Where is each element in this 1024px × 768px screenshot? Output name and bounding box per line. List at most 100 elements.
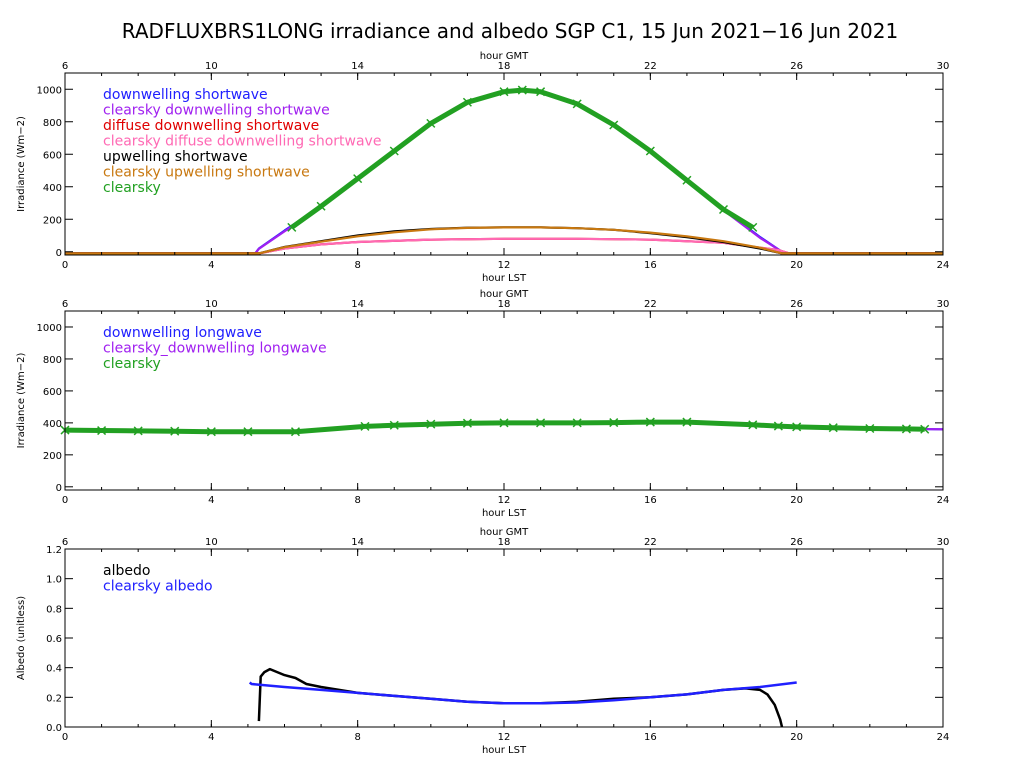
clearsky-point: [920, 424, 930, 434]
y-tick-label: 0.0: [46, 723, 62, 734]
clearsky-point: [682, 175, 692, 185]
x-tick-label: 12: [498, 260, 511, 271]
series-line-0: [257, 667, 784, 728]
x2-tick-label: 14: [351, 299, 364, 310]
clearsky-point: [792, 422, 802, 432]
y-tick-label: 400: [43, 419, 62, 430]
clearsky-point: [499, 418, 509, 428]
x2-tick-label: 14: [351, 537, 364, 548]
clearsky-point: [572, 418, 582, 428]
x-tick-label: 0: [62, 495, 68, 506]
legend-entry: downwelling shortwave: [103, 87, 268, 103]
x2-tick-label: 18: [498, 537, 511, 548]
x-tick-label: 24: [937, 260, 950, 271]
clearsky-point: [499, 87, 509, 97]
y-tick-label: 0.6: [46, 634, 62, 645]
plot-frame: [64, 548, 944, 728]
series-line-6: [290, 87, 755, 230]
clearsky-point: [609, 120, 619, 130]
x-tick-label: 8: [354, 732, 360, 743]
x2-tick-label: 26: [790, 537, 803, 548]
clearsky-point: [426, 419, 436, 429]
legend-entry: clearsky albedo: [103, 579, 213, 595]
y-tick-label: 0: [56, 248, 62, 259]
y-tick-label: 1.2: [46, 545, 62, 556]
x2-tick-label: 10: [205, 537, 218, 548]
y-tick-label: 200: [43, 215, 62, 226]
panel-3: 0 4 8 12 16 20 24 6 10 14 18 22 26 30 0.0 0.2 0.4 0.6 0.8 1…: [16, 527, 949, 756]
panel-1: 0 4 8 12 16 20 24 6 10 14 18 22 26 30 0 200 400 600 800 100…: [16, 51, 949, 284]
y-tick-label: 1000: [37, 323, 62, 334]
x-tick-label: 0: [62, 732, 68, 743]
x2-tick-label: 30: [937, 299, 950, 310]
series-line-5: [65, 226, 943, 255]
legend-entry: clearsky: [103, 356, 161, 372]
x2-tick-label: 30: [937, 61, 950, 72]
x2-tick-label: 26: [790, 299, 803, 310]
clearsky-point: [828, 423, 838, 433]
clearsky-point: [718, 204, 729, 215]
clearsky-point: [360, 421, 370, 431]
x-tick-label: 20: [790, 495, 803, 506]
chart-title: RADFLUXBRS1LONG irradiance and albedo SG…: [122, 19, 898, 43]
x2-tick-label: 10: [205, 299, 218, 310]
x-tick-label: 4: [208, 260, 214, 271]
y-tick-label: 1.0: [46, 575, 62, 586]
x-axis-label: hour LST: [482, 273, 527, 284]
x2-axis-label: hour GMT: [480, 51, 529, 62]
x2-tick-label: 22: [644, 537, 657, 548]
clearsky-point: [290, 427, 301, 437]
clearsky-point: [316, 201, 326, 211]
x-tick-label: 24: [937, 495, 950, 506]
x2-tick-label: 22: [644, 299, 657, 310]
series-line-1: [248, 681, 797, 705]
x2-tick-label: 14: [351, 61, 364, 72]
y-tick-label: 600: [43, 387, 62, 398]
y-axis-label: Irradiance (Wm−2): [16, 353, 27, 449]
x2-axis-label: hour GMT: [480, 289, 529, 300]
clearsky-point: [462, 418, 472, 428]
clearsky-point: [389, 420, 399, 430]
clearsky-point: [389, 146, 399, 156]
x2-tick-label: 22: [644, 61, 657, 72]
x2-tick-label: 6: [62, 299, 68, 310]
clearsky-point: [243, 427, 253, 437]
y-tick-label: 800: [43, 355, 62, 366]
series-line-3: [65, 237, 943, 255]
x2-tick-label: 30: [937, 537, 950, 548]
x2-tick-label: 6: [62, 537, 68, 548]
clearsky-point: [206, 427, 216, 437]
y-tick-label: 0.2: [46, 693, 62, 704]
y-tick-label: 0.4: [46, 664, 62, 675]
clearsky-point: [682, 417, 692, 427]
x-tick-label: 16: [644, 732, 657, 743]
clearsky-point: [426, 118, 436, 128]
panel-2: 0 4 8 12 16 20 24 6 10 14 18 22 26 30 0 200 400 600 800 100…: [16, 289, 949, 519]
legend-entry: clearsky: [103, 180, 161, 196]
clearsky-point: [97, 426, 107, 436]
clearsky-point: [353, 174, 363, 184]
x-tick-label: 16: [644, 495, 657, 506]
x2-tick-label: 6: [62, 61, 68, 72]
legend-entry: downwelling longwave: [103, 325, 262, 341]
clearsky-point: [865, 423, 875, 433]
x2-tick-label: 18: [498, 299, 511, 310]
clearsky-point: [536, 418, 546, 428]
y-tick-label: 0: [56, 483, 62, 494]
clearsky-point: [572, 99, 582, 109]
legend-entry: clearsky diffuse downwelling shortwave: [103, 134, 381, 150]
legend-entry: upwelling shortwave: [103, 149, 248, 165]
clearsky-point: [536, 87, 546, 97]
x-tick-label: 8: [354, 495, 360, 506]
clearsky-point: [748, 420, 758, 430]
x-tick-label: 4: [208, 732, 214, 743]
x-tick-label: 16: [644, 260, 657, 271]
clearsky-point: [645, 417, 655, 427]
y-tick-label: 200: [43, 451, 62, 462]
x2-axis-label: hour GMT: [480, 527, 529, 538]
clearsky-point: [133, 426, 143, 436]
x2-tick-label: 26: [790, 61, 803, 72]
y-axis-label: Albedo (unitless): [16, 596, 27, 680]
clearsky-point: [609, 418, 619, 428]
